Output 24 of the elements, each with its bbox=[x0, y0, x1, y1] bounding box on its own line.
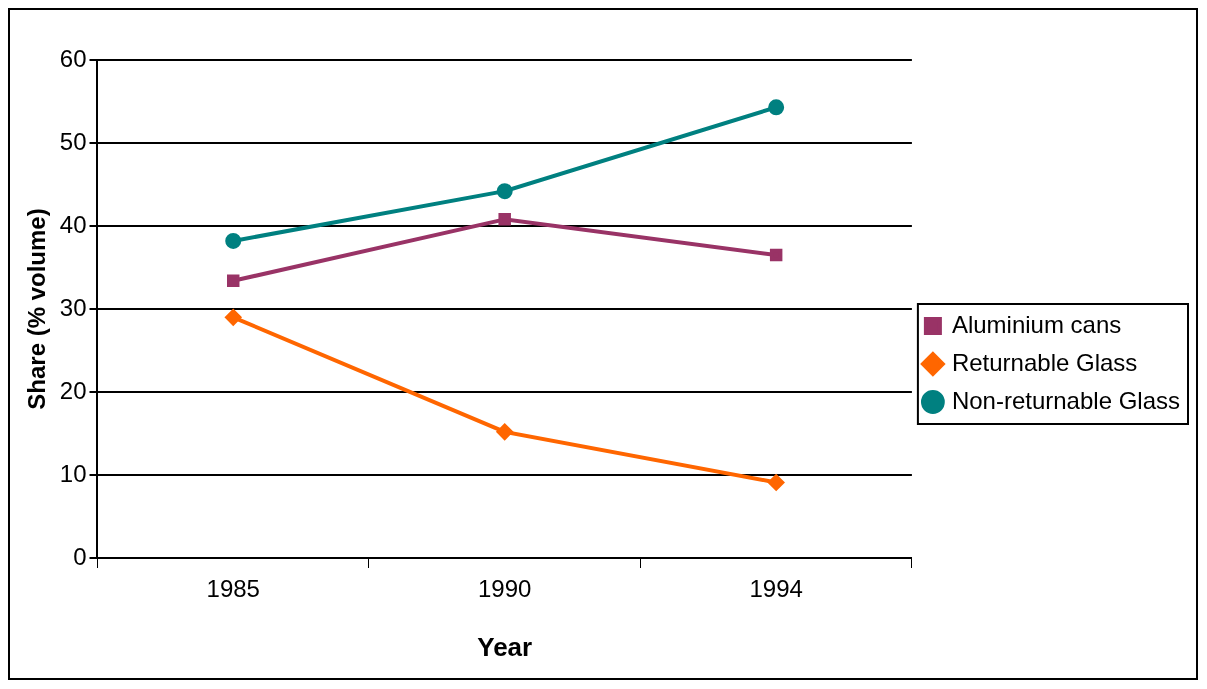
x-tick-label: 1990 bbox=[478, 575, 532, 603]
y-tick-label: 10 bbox=[59, 459, 87, 487]
point bbox=[496, 183, 513, 200]
point bbox=[226, 274, 240, 288]
point bbox=[225, 232, 242, 249]
x-tick-label: 1994 bbox=[749, 575, 803, 603]
point bbox=[498, 213, 511, 226]
y-tick-label: 60 bbox=[59, 44, 87, 72]
point bbox=[225, 309, 242, 326]
y-axis-title: Share (% volume) bbox=[23, 208, 51, 410]
legend-label: Aluminium cans bbox=[951, 310, 1122, 338]
legend-label: Returnable Glass bbox=[951, 348, 1138, 376]
x-tick-label: 1985 bbox=[206, 575, 260, 603]
point bbox=[768, 474, 785, 491]
legend-label: Non-returnable Glass bbox=[951, 386, 1180, 414]
y-tick-label: 40 bbox=[59, 210, 87, 238]
point bbox=[768, 99, 785, 116]
y-tick-label: 30 bbox=[59, 293, 87, 321]
point bbox=[769, 248, 783, 262]
y-tick-label: 0 bbox=[73, 542, 87, 570]
y-tick-label: 20 bbox=[59, 376, 87, 404]
x-axis-title: Year bbox=[477, 631, 533, 662]
y-tick-label: 50 bbox=[59, 127, 87, 155]
point bbox=[496, 423, 513, 440]
